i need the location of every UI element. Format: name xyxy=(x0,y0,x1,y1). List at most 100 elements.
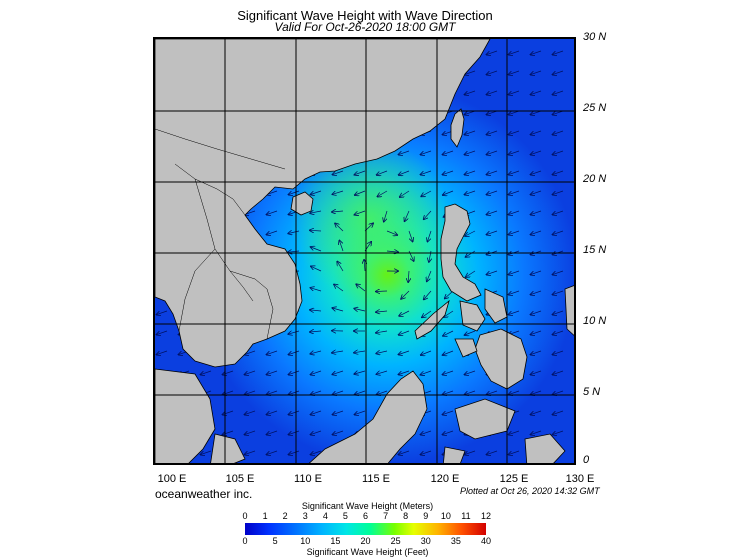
wave-arrow xyxy=(223,430,234,435)
wave-arrow xyxy=(509,270,520,275)
wave-arrow xyxy=(531,390,542,395)
wave-arrow xyxy=(354,351,366,353)
colorbar-tick-meters: 10 xyxy=(440,511,451,521)
wave-arrow xyxy=(289,430,300,435)
wave-arrow xyxy=(531,310,542,315)
wave-arrow xyxy=(339,241,344,252)
wave-arrow xyxy=(553,290,564,295)
wave-arrow xyxy=(337,262,344,272)
wave-arrow xyxy=(421,370,432,375)
graticule xyxy=(155,39,574,463)
wave-arrow xyxy=(509,430,520,435)
wave-arrow xyxy=(311,247,322,252)
wave-arrow xyxy=(444,310,454,317)
wave-arrow xyxy=(424,290,432,299)
colorbar-tick-feet: 0 xyxy=(242,536,248,546)
wave-arrow xyxy=(531,230,542,235)
wave-arrow xyxy=(531,350,542,355)
wave-arrow xyxy=(408,230,413,241)
colorbar-tick-feet: 10 xyxy=(300,536,311,546)
wave-arrow xyxy=(509,150,520,155)
colorbar-tick-meters: 6 xyxy=(362,511,368,521)
colorbar xyxy=(245,523,486,535)
wave-arrow xyxy=(466,270,476,277)
wave-arrow xyxy=(289,410,300,415)
wave-arrow xyxy=(201,450,212,455)
wave-arrow xyxy=(157,350,168,355)
wave-arrow xyxy=(487,130,498,135)
wave-arrow xyxy=(531,150,542,155)
wave-arrow xyxy=(311,266,322,272)
wave-arrow xyxy=(553,150,564,155)
wave-arrow xyxy=(157,310,168,315)
plotted-timestamp: Plotted at Oct 26, 2020 14:32 GMT xyxy=(460,486,600,496)
wave-arrow xyxy=(531,370,542,375)
wave-arrow xyxy=(399,150,410,155)
wave-arrow xyxy=(201,370,212,375)
wave-arrow xyxy=(553,190,564,195)
wave-arrow xyxy=(399,170,410,175)
colorbar-tick-meters: 3 xyxy=(302,511,308,521)
wave-arrow xyxy=(356,284,366,292)
wave-arrow xyxy=(386,251,398,252)
wave-arrow xyxy=(531,190,542,195)
wave-arrow xyxy=(531,130,542,135)
wave-arrow xyxy=(487,90,498,95)
wave-arrow xyxy=(424,210,432,219)
wave-arrow xyxy=(443,390,454,395)
wave-arrow xyxy=(311,190,322,195)
wave-arrow xyxy=(553,390,564,395)
lat-label: 10 N xyxy=(583,315,607,327)
wave-arrow xyxy=(443,150,454,155)
wave-arrow xyxy=(465,330,476,335)
wave-arrow xyxy=(335,223,344,232)
wave-arrow xyxy=(399,310,410,316)
wave-arrow xyxy=(465,70,476,75)
wave-arrow xyxy=(509,190,520,195)
wave-arrow xyxy=(553,170,564,175)
wave-arrow xyxy=(223,390,234,395)
wave-arrow xyxy=(509,90,520,95)
wave-arrow xyxy=(311,450,322,455)
wave-arrow xyxy=(487,190,498,195)
wave-arrow xyxy=(531,90,542,95)
wave-arrow xyxy=(553,70,564,75)
wave-arrow xyxy=(509,110,520,115)
wave-arrow xyxy=(245,410,256,415)
wave-arrow xyxy=(509,310,520,315)
wave-arrow xyxy=(465,150,476,155)
colorbar-tick-feet: 40 xyxy=(480,536,491,546)
colorbar-tick-feet: 5 xyxy=(272,536,278,546)
colorbar-title-meters: Significant Wave Height (Meters) xyxy=(301,501,434,511)
wave-arrow xyxy=(311,370,322,375)
colorbar-tick-meters: 4 xyxy=(322,511,328,521)
wave-arrow xyxy=(465,170,476,175)
wave-arrow xyxy=(386,230,397,235)
wave-arrow xyxy=(245,430,256,435)
wave-map xyxy=(153,37,576,465)
wave-arrow xyxy=(223,370,234,375)
wave-arrow xyxy=(289,190,300,195)
wave-arrow xyxy=(364,260,365,272)
colorbar-tick-meters: 8 xyxy=(403,511,409,521)
wave-arrow xyxy=(333,390,344,395)
wave-arrow xyxy=(553,50,564,55)
wave-arrow xyxy=(487,110,498,115)
colorbar-tick-meters: 11 xyxy=(461,511,471,521)
wave-arrow xyxy=(311,410,322,415)
wave-arrow xyxy=(553,270,564,275)
wave-arrow xyxy=(465,130,476,135)
wave-arrow xyxy=(355,190,366,195)
wave-arrow xyxy=(421,350,432,355)
lon-label: 105 E xyxy=(225,473,255,485)
wave-arrow xyxy=(553,110,564,115)
wave-arrow xyxy=(401,290,410,299)
lon-label: 115 E xyxy=(362,473,390,485)
colorbar-tick-feet: 30 xyxy=(420,536,431,546)
wave-arrow xyxy=(267,430,278,435)
wave-arrow xyxy=(531,210,542,215)
wave-arrow xyxy=(443,190,454,195)
wave-arrow xyxy=(466,250,476,257)
wave-arrow xyxy=(399,350,410,355)
wave-arrow xyxy=(334,285,344,292)
